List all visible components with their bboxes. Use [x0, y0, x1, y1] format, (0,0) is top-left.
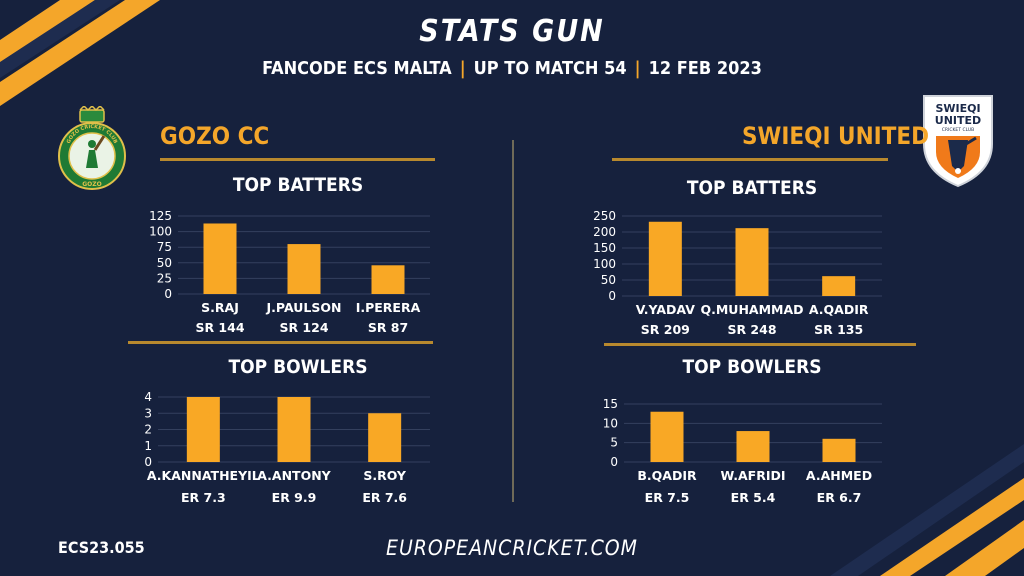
gozo-bowlers-chart: 0 1 2 3 4 A.KANNATHEYIL ER 7.3 A.ANTONY ER 9.9 S.… [144, 390, 430, 505]
y-tick-label: 5 [610, 436, 618, 450]
category-label: A.KANNATHEYIL [147, 468, 260, 483]
right-team-underline [612, 158, 888, 161]
swieqi-batters-chart: 0 50 100 150 200 250 V.YADAV SR 209 Q.MUHAMMAD SR… [593, 209, 882, 337]
stat-sublabel: SR 248 [727, 322, 776, 337]
category-label: S.ROY [363, 468, 407, 483]
category-label: Q.MUHAMMAD [700, 302, 803, 317]
right-batters-title: TOP BATTERS [686, 177, 818, 199]
left-team-underline [160, 158, 435, 161]
stat-sublabel: SR 144 [195, 320, 244, 335]
y-tick-label: 150 [593, 241, 616, 255]
subtitle-separator: | [459, 58, 466, 79]
gozo-cc-crest-icon: GOZO CRICKET CLUB GOZO [58, 106, 126, 190]
category-label: W.AFRIDI [720, 468, 785, 483]
y-tick-label: 100 [149, 225, 172, 239]
y-tick-label: 125 [149, 209, 172, 223]
page-title: STATS GUN [419, 14, 605, 49]
stat-sublabel: ER 7.3 [181, 490, 226, 505]
stat-sublabel: ER 6.7 [817, 490, 862, 505]
y-tick-label: 50 [601, 273, 616, 287]
y-tick-label: 0 [164, 287, 172, 301]
stat-sublabel: ER 9.9 [272, 490, 317, 505]
swieqi-logo-line1: SWIEQI [935, 102, 980, 115]
y-tick-label: 1 [144, 439, 152, 453]
stat-sublabel: SR 209 [641, 322, 690, 337]
category-label: V.YADAV [636, 302, 696, 317]
bar [371, 265, 405, 294]
stat-sublabel: SR 124 [279, 320, 328, 335]
left-batters-title: TOP BATTERS [232, 174, 364, 196]
stat-sublabel: ER 7.6 [362, 490, 407, 505]
bar [650, 411, 684, 462]
y-tick-label: 10 [603, 416, 618, 430]
swieqi-logo-line3: CRICKET CLUB [942, 127, 975, 133]
stat-sublabel: ER 7.5 [645, 490, 690, 505]
subtitle-separator: | [634, 58, 641, 79]
bar [822, 276, 856, 296]
category-label: A.ANTONY [257, 468, 331, 483]
bar [735, 228, 769, 296]
right-team-name: SWIEQI UNITED [742, 122, 930, 150]
bar [368, 413, 402, 462]
y-tick-label: 75 [157, 240, 172, 254]
y-tick-label: 4 [144, 390, 152, 404]
bar [287, 244, 321, 294]
bar [186, 397, 220, 462]
bar [736, 431, 770, 462]
y-tick-label: 15 [603, 397, 618, 411]
right-bowlers-title: TOP BOWLERS [682, 356, 822, 378]
swieqi-logo-line2: UNITED [935, 114, 981, 127]
website-url: EUROPEANCRICKET.COM [386, 536, 638, 560]
category-label: S.RAJ [201, 300, 239, 315]
y-tick-label: 0 [610, 455, 618, 469]
swieqi-bowlers-chart: 0 5 10 15 B.QADIR ER 7.5 W.AFRIDI ER 5.4 A.AHMED… [603, 397, 882, 505]
y-tick-label: 50 [157, 256, 172, 270]
page-subtitle: FANCODE ECS MALTA | UP TO MATCH 54 | 12 FEB … [0, 58, 1024, 79]
category-label: I.PERERA [356, 300, 421, 315]
stats-date: 12 FEB 2023 [648, 58, 762, 79]
bar [277, 397, 311, 462]
left-bowlers-title: TOP BOWLERS [228, 356, 368, 378]
swieqi-united-shield-icon: SWIEQI UNITED CRICKET CLUB [923, 95, 993, 188]
y-tick-label: 2 [144, 423, 152, 437]
stat-sublabel: SR 87 [368, 320, 408, 335]
category-label: A.QADIR [809, 302, 869, 317]
bar [822, 438, 856, 462]
stat-sublabel: ER 5.4 [731, 490, 776, 505]
competition-name: FANCODE ECS MALTA [262, 58, 452, 79]
match-range: UP TO MATCH 54 [473, 58, 627, 79]
bar [648, 221, 682, 296]
category-label: J.PAULSON [266, 300, 342, 315]
graphic-code: ECS23.055 [58, 538, 145, 557]
center-divider [512, 140, 514, 502]
stat-sublabel: SR 135 [814, 322, 863, 337]
y-tick-label: 100 [593, 257, 616, 271]
y-tick-label: 25 [157, 271, 172, 285]
y-tick-label: 200 [593, 225, 616, 239]
y-tick-label: 0 [144, 455, 152, 469]
y-tick-label: 0 [608, 289, 616, 303]
bar [203, 223, 237, 294]
y-tick-label: 3 [144, 406, 152, 420]
left-section-divider [128, 341, 433, 344]
right-section-divider [604, 343, 916, 346]
y-tick-label: 250 [593, 209, 616, 223]
gozo-crest-text-bottom: GOZO [82, 181, 101, 188]
category-label: B.QADIR [637, 468, 697, 483]
left-team-name: GOZO CC [160, 122, 270, 150]
category-label: A.AHMED [806, 468, 872, 483]
